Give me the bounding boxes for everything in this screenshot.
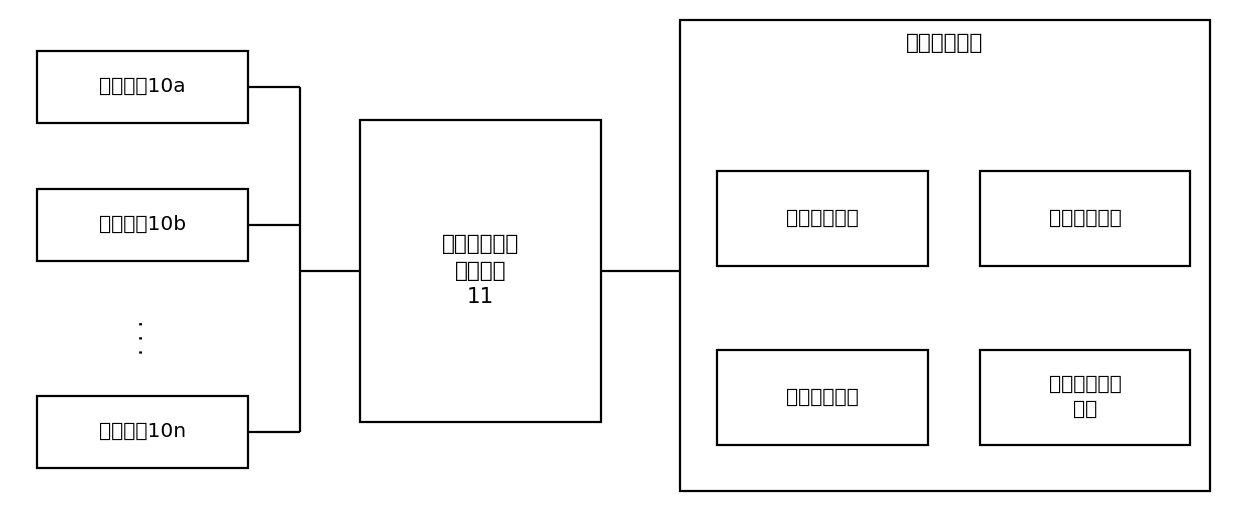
Text: 数据输出模块: 数据输出模块 — [906, 33, 983, 53]
Bar — [980, 350, 1190, 445]
Bar — [980, 171, 1190, 266]
Text: · · ·: · · · — [133, 320, 153, 355]
Text: 数据显示模块: 数据显示模块 — [786, 388, 858, 407]
Bar — [360, 120, 601, 422]
Bar — [37, 396, 248, 468]
Bar — [37, 189, 248, 261]
Bar — [717, 171, 928, 266]
Text: 拍摄模组10n: 拍摄模组10n — [99, 422, 186, 442]
Text: 数据推流模块: 数据推流模块 — [1049, 209, 1121, 228]
Bar — [717, 350, 928, 445]
Text: 拍摄模组10a: 拍摄模组10a — [99, 77, 186, 97]
Text: 拍摄模组10b: 拍摄模组10b — [99, 215, 186, 235]
Text: 其他数据消费
方式: 其他数据消费 方式 — [1049, 375, 1121, 420]
Bar — [37, 51, 248, 123]
Bar — [680, 20, 1210, 491]
Text: 图像数据拼接
处理模块
11: 图像数据拼接 处理模块 11 — [441, 235, 520, 307]
Text: 数据储存模块: 数据储存模块 — [786, 209, 858, 228]
